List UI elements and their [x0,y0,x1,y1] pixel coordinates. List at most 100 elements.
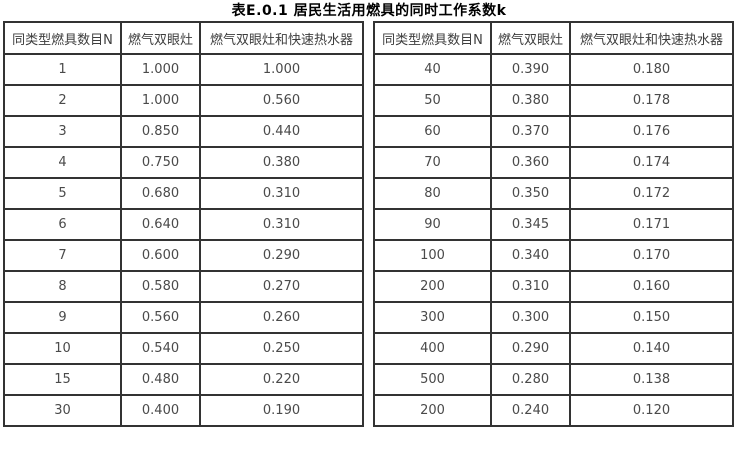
table-row: 40 0.390 0.180 [373,53,734,86]
table-cell: 70 [373,146,492,179]
table-row: 6 0.640 0.310 [3,208,364,241]
table-cell: 0.176 [569,115,734,148]
table-row: 8 0.580 0.270 [3,270,364,303]
table-cell: 0.280 [490,363,571,396]
column-header-appliance-count: 同类型燃具数目N [373,21,492,55]
table-cell: 0.345 [490,208,571,241]
table-cell: 0.174 [569,146,734,179]
column-header-burner-and-heater: 燃气双眼灶和快速热水器 [569,21,734,55]
table-cell: 0.580 [120,270,201,303]
table-cell: 0.172 [569,177,734,210]
table-cell: 50 [373,84,492,117]
table-row: 5 0.680 0.310 [3,177,364,210]
table-row: 15 0.480 0.220 [3,363,364,396]
table-cell: 0.220 [199,363,364,396]
header-row: 同类型燃具数目N 燃气双眼灶 燃气双眼灶和快速热水器 [3,21,364,55]
coefficient-table-left: 同类型燃具数目N 燃气双眼灶 燃气双眼灶和快速热水器 1 1.000 1.000 2 1… [3,21,364,427]
table-cell: 0.310 [490,270,571,303]
table-cell: 0.360 [490,146,571,179]
table-cell: 0.390 [490,53,571,86]
table-cell: 4 [3,146,122,179]
table-cell: 0.270 [199,270,364,303]
table-cell: 0.440 [199,115,364,148]
header-row: 同类型燃具数目N 燃气双眼灶 燃气双眼灶和快速热水器 [373,21,734,55]
column-header-appliance-count: 同类型燃具数目N [3,21,122,55]
table-cell: 200 [373,270,492,303]
table-cell: 0.350 [490,177,571,210]
table-cell: 40 [373,53,492,86]
table-cell: 0.560 [199,84,364,117]
table-cell: 0.260 [199,301,364,334]
table-cell: 0.138 [569,363,734,396]
table-cell: 0.600 [120,239,201,272]
table-cell: 0.400 [120,394,201,427]
table-cell: 0.750 [120,146,201,179]
table-cell: 100 [373,239,492,272]
table-cell: 0.180 [569,53,734,86]
table-cell: 0.290 [490,332,571,365]
table-cell: 90 [373,208,492,241]
table-cell: 0.300 [490,301,571,334]
table-cell: 80 [373,177,492,210]
table-cell: 1.000 [120,53,201,86]
table-row: 2 1.000 0.560 [3,84,364,117]
table-row: 4 0.750 0.380 [3,146,364,179]
table-cell: 8 [3,270,122,303]
table-cell: 0.140 [569,332,734,365]
table-row: 3 0.850 0.440 [3,115,364,148]
table-cell: 15 [3,363,122,396]
table-cell: 60 [373,115,492,148]
table-row: 30 0.400 0.190 [3,394,364,427]
table-row: 1 1.000 1.000 [3,53,364,86]
table-cell: 400 [373,332,492,365]
table-cell: 300 [373,301,492,334]
table-cell: 0.120 [569,394,734,427]
table-cell: 0.171 [569,208,734,241]
table-cell: 0.160 [569,270,734,303]
table-cell: 500 [373,363,492,396]
table-cell: 30 [3,394,122,427]
table-cell: 0.310 [199,177,364,210]
table-cell: 0.290 [199,239,364,272]
table-cell: 1.000 [199,53,364,86]
table-cell: 0.370 [490,115,571,148]
table-cell: 0.190 [199,394,364,427]
table-row: 400 0.290 0.140 [373,332,734,365]
table-cell: 0.380 [490,84,571,117]
table-cell: 0.240 [490,394,571,427]
table-row: 200 0.310 0.160 [373,270,734,303]
table-cell: 1 [3,53,122,86]
table-row: 70 0.360 0.174 [373,146,734,179]
table-cell: 7 [3,239,122,272]
table-row: 60 0.370 0.176 [373,115,734,148]
table-cell: 0.480 [120,363,201,396]
column-header-burner-and-heater: 燃气双眼灶和快速热水器 [199,21,364,55]
table-cell: 0.850 [120,115,201,148]
table-cell: 0.250 [199,332,364,365]
table-cell: 0.310 [199,208,364,241]
table-cell: 2 [3,84,122,117]
table-cell: 10 [3,332,122,365]
column-header-double-burner: 燃气双眼灶 [120,21,201,55]
table-cell: 0.150 [569,301,734,334]
table-cell: 6 [3,208,122,241]
table-cell: 200 [373,394,492,427]
table-cell: 0.380 [199,146,364,179]
column-header-double-burner: 燃气双眼灶 [490,21,571,55]
table-cell: 1.000 [120,84,201,117]
page-title: 表E.0.1 居民生活用燃具的同时工作系数k [231,3,507,19]
table-row: 200 0.240 0.120 [373,394,734,427]
table-cell: 0.560 [120,301,201,334]
table-row: 7 0.600 0.290 [3,239,364,272]
table-row: 50 0.380 0.178 [373,84,734,117]
table-cell: 0.178 [569,84,734,117]
table-row: 500 0.280 0.138 [373,363,734,396]
table-cell: 0.340 [490,239,571,272]
table-row: 10 0.540 0.250 [3,332,364,365]
table-cell: 0.170 [569,239,734,272]
coefficient-table-right: 同类型燃具数目N 燃气双眼灶 燃气双眼灶和快速热水器 40 0.390 0.180 5… [373,21,734,427]
table-cell: 3 [3,115,122,148]
table-row: 9 0.560 0.260 [3,301,364,334]
table-cell: 9 [3,301,122,334]
